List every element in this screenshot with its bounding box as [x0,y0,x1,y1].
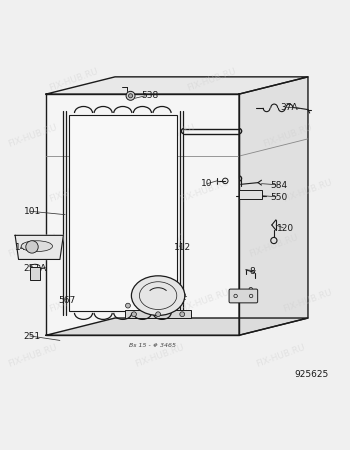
Circle shape [128,94,133,98]
Text: 10: 10 [201,179,213,188]
Text: FIX-HUB.RU: FIX-HUB.RU [134,233,186,259]
Text: FIX-HUB.RU: FIX-HUB.RU [7,343,58,369]
Text: FIX-HUB.RU: FIX-HUB.RU [48,177,99,203]
Polygon shape [46,77,308,94]
Text: 140: 140 [15,243,32,252]
Text: FIX-HUB.RU: FIX-HUB.RU [7,233,58,259]
Text: 8: 8 [250,267,255,276]
Circle shape [126,91,135,100]
Text: FIX-HUB.RU: FIX-HUB.RU [134,343,186,369]
Bar [239,190,262,199]
Polygon shape [15,235,63,260]
Bar [125,310,191,318]
Text: Bs 15 - # 3465: Bs 15 - # 3465 [130,343,176,348]
Text: 251A: 251A [24,264,47,273]
Text: 567: 567 [58,296,76,305]
Text: FIX-HUB.RU: FIX-HUB.RU [248,233,299,259]
Circle shape [126,303,130,308]
Text: FIX-HUB.RU: FIX-HUB.RU [186,67,237,93]
Text: FIX-HUB.RU: FIX-HUB.RU [48,67,99,93]
Circle shape [26,241,38,253]
Text: 37A: 37A [280,104,298,112]
Text: FIX-HUB.RU: FIX-HUB.RU [282,177,334,203]
Text: 584: 584 [270,181,287,190]
Bar [69,115,177,311]
Text: FIX-HUB.RU: FIX-HUB.RU [7,122,58,148]
Text: 101: 101 [24,207,41,216]
Circle shape [180,312,185,317]
Polygon shape [46,94,239,335]
Text: FIX-HUB.RU: FIX-HUB.RU [179,288,230,314]
Text: FIX-HUB.RU: FIX-HUB.RU [282,288,334,314]
Text: 120: 120 [277,224,294,233]
Text: FIX-HUB.RU: FIX-HUB.RU [48,288,99,314]
FancyBboxPatch shape [229,289,258,303]
Text: 550: 550 [270,193,287,202]
Circle shape [132,312,136,317]
Text: 112: 112 [174,243,191,252]
Text: 538: 538 [141,91,158,100]
Text: 251: 251 [24,333,41,342]
Ellipse shape [21,241,52,252]
Text: FIX-HUB.RU: FIX-HUB.RU [144,122,196,148]
Text: FIX-HUB.RU: FIX-HUB.RU [254,343,306,369]
Polygon shape [239,77,308,335]
Circle shape [156,312,161,317]
Ellipse shape [131,276,185,315]
Text: 925625: 925625 [294,370,328,379]
Text: FIX-HUB.RU: FIX-HUB.RU [261,122,313,148]
Text: 2: 2 [181,293,186,302]
Polygon shape [46,318,308,335]
Bar [30,267,40,280]
Text: FIX-HUB.RU: FIX-HUB.RU [179,177,230,203]
Text: 9: 9 [248,287,253,296]
